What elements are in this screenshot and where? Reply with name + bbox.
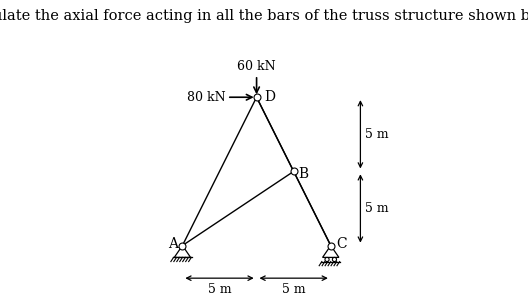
Text: A: A xyxy=(167,237,177,251)
Text: B: B xyxy=(298,167,308,181)
Text: 5 m: 5 m xyxy=(208,283,231,293)
Text: C: C xyxy=(337,237,347,251)
Text: D: D xyxy=(264,90,275,104)
Text: Calculate the axial force acting in all the bars of the truss structure shown be: Calculate the axial force acting in all … xyxy=(0,9,528,23)
Text: 80 kN: 80 kN xyxy=(187,91,225,104)
Text: 5 m: 5 m xyxy=(365,202,389,215)
Text: 5 m: 5 m xyxy=(365,128,389,141)
Text: 5 m: 5 m xyxy=(282,283,306,293)
Text: 60 kN: 60 kN xyxy=(237,60,276,73)
